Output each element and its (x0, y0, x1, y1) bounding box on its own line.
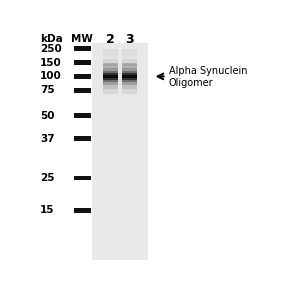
Bar (122, 64, 137, 89)
Bar (122, 57, 137, 59)
Bar (122, 70, 137, 71)
Text: 50: 50 (40, 111, 54, 121)
Bar (74, 88, 91, 93)
Bar (74, 113, 91, 118)
Bar (103, 56, 118, 57)
Bar (122, 54, 137, 56)
Bar (103, 73, 118, 80)
Bar (122, 63, 137, 64)
Bar (103, 71, 118, 72)
Bar (74, 176, 91, 180)
Bar (103, 49, 118, 50)
Bar (103, 64, 118, 65)
Bar (74, 60, 91, 65)
Bar (103, 68, 118, 69)
Bar (103, 59, 118, 94)
Bar (122, 66, 137, 67)
Bar (103, 69, 118, 70)
Bar (103, 68, 118, 85)
Text: 2: 2 (106, 33, 115, 46)
Bar (122, 70, 137, 82)
Bar (74, 74, 91, 79)
Bar (103, 57, 118, 59)
Bar (103, 70, 118, 82)
Bar (122, 72, 137, 73)
Bar (122, 50, 137, 52)
Bar (103, 59, 118, 61)
Text: 250: 250 (40, 44, 62, 54)
Bar (122, 59, 137, 94)
Bar (122, 73, 137, 80)
Bar (103, 63, 118, 64)
Text: Alpha Synuclein: Alpha Synuclein (169, 66, 248, 76)
Text: kDa: kDa (40, 34, 63, 44)
Bar (103, 67, 118, 68)
Bar (103, 54, 118, 56)
Bar (122, 52, 137, 54)
Bar (122, 68, 137, 85)
Bar (103, 70, 118, 71)
Text: 150: 150 (40, 58, 62, 68)
Bar (103, 64, 118, 89)
Text: MW: MW (71, 34, 93, 44)
Text: 25: 25 (40, 173, 54, 183)
Bar (103, 61, 118, 63)
Bar (122, 69, 137, 70)
Bar (103, 52, 118, 54)
Text: 75: 75 (40, 85, 55, 95)
Bar (122, 67, 137, 68)
Bar (122, 56, 137, 57)
Bar (122, 49, 137, 50)
Text: 15: 15 (40, 206, 54, 215)
Bar (122, 64, 137, 65)
Bar (103, 50, 118, 52)
Bar (103, 72, 118, 73)
Bar (74, 136, 91, 141)
Bar (103, 66, 118, 67)
Text: 3: 3 (125, 33, 134, 46)
Bar (103, 75, 118, 78)
Bar (74, 46, 91, 51)
Bar (122, 65, 137, 66)
Bar (103, 65, 118, 66)
Bar (122, 68, 137, 69)
Bar (122, 59, 137, 61)
Bar (92, 43, 148, 260)
Bar (122, 75, 137, 78)
Text: Oligomer: Oligomer (169, 78, 214, 88)
Bar (74, 208, 91, 213)
Bar (122, 61, 137, 63)
Bar (122, 71, 137, 72)
Text: 37: 37 (40, 134, 55, 144)
Text: 100: 100 (40, 71, 62, 81)
